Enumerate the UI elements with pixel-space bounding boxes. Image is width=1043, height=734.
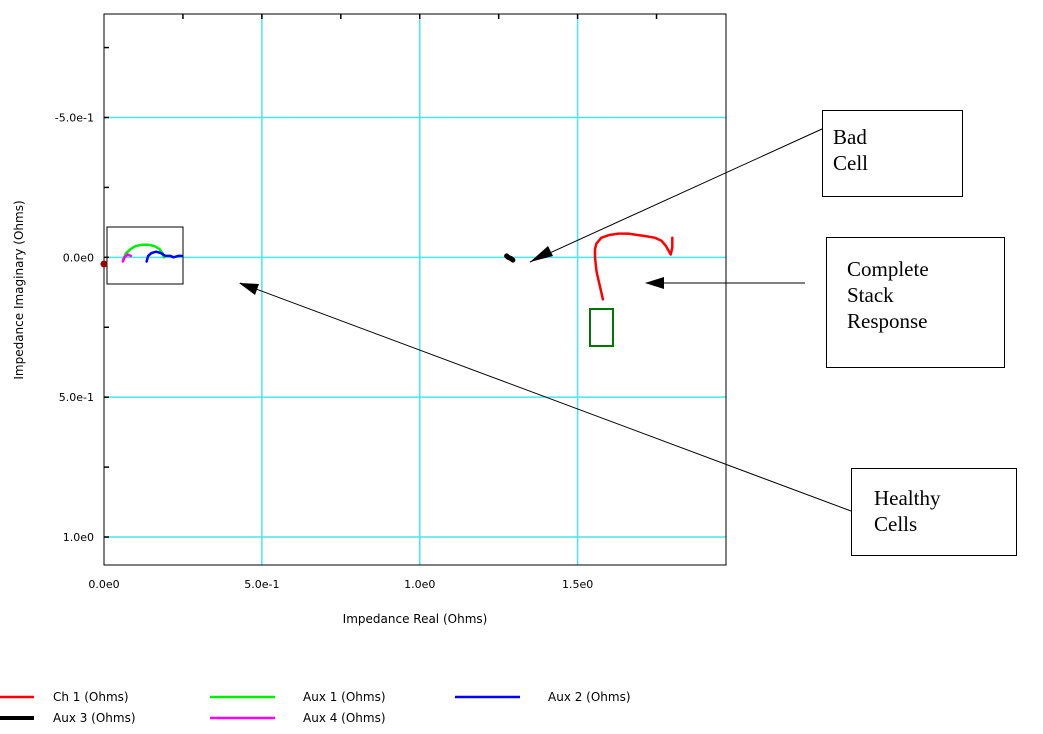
y-tick-label: -5.0e-1	[55, 111, 94, 124]
bad-cell-callout: Bad Cell	[822, 110, 963, 197]
series-line-aux-2	[145, 250, 183, 263]
healthy-cells-callout-line-1: Healthy	[874, 486, 941, 510]
bad-cell-callout-line-1: Bad	[833, 125, 867, 149]
complete-stack-callout-line-3: Response	[847, 309, 928, 333]
complete-stack-highlight-box	[589, 308, 614, 347]
markers-layer	[100, 226, 614, 347]
series-line-aux-1	[121, 243, 166, 262]
healthy-cells-callout: Healthy Cells	[851, 468, 1017, 556]
series-line-ch-1	[593, 232, 674, 301]
legend-label-ch-1: Ch 1 (Ohms)	[53, 690, 129, 704]
legend: Ch 1 (Ohms) Aux 1 (Ohms) Aux 2 (Ohms) Aux 3…	[0, 690, 631, 725]
origin-point-marker	[100, 260, 108, 268]
y-tick-label: 0.0e0	[63, 251, 94, 264]
x-tick-label: 0.0e0	[88, 578, 119, 591]
bad-cell-arrow-line	[529, 128, 823, 263]
complete-stack-callout: Complete Stack Response	[826, 237, 1005, 368]
bad-cell-callout-line-2: Cell	[833, 151, 868, 175]
legend-label-aux-1: Aux 1 (Ohms)	[303, 690, 386, 704]
y-tick-label: 1.0e0	[63, 531, 94, 544]
series-layer	[121, 232, 674, 301]
legend-label-aux-3: Aux 3 (Ohms)	[53, 711, 136, 725]
legend-label-aux-4: Aux 4 (Ohms)	[303, 711, 386, 725]
grid-layer	[104, 14, 726, 565]
healthy-cells-arrow-head	[239, 283, 259, 295]
legend-label-aux-2: Aux 2 (Ohms)	[548, 690, 631, 704]
x-axis-title: Impedance Real (Ohms)	[343, 612, 488, 626]
series-line-aux-4	[121, 253, 133, 263]
complete-stack-callout-line-2: Stack	[847, 283, 894, 307]
healthy-cells-arrow-line	[239, 282, 852, 512]
ticks-layer: 0.0e0 5.0e-1 1.0e0 1.5e0 -5.0e-1 0.0e0 5.0e-1 1…	[55, 14, 658, 591]
y-axis-title: Impedance Imaginary (Ohms)	[12, 200, 26, 379]
x-tick-label: 1.5e0	[562, 578, 593, 591]
x-tick-label: 5.0e-1	[244, 578, 279, 591]
x-tick-label: 1.0e0	[404, 578, 435, 591]
bad-cell-arrow-head	[530, 246, 553, 262]
healthy-cells-highlight-box	[106, 226, 184, 285]
arrows-layer	[239, 128, 852, 512]
healthy-cells-callout-line-2: Cells	[874, 512, 918, 536]
complete-stack-callout-line-1: Complete	[847, 257, 929, 281]
plot-frame	[103, 13, 727, 566]
complete-stack-arrow-head	[645, 277, 664, 289]
y-tick-label: 5.0e-1	[59, 391, 94, 404]
series-line-aux-3	[504, 253, 516, 263]
